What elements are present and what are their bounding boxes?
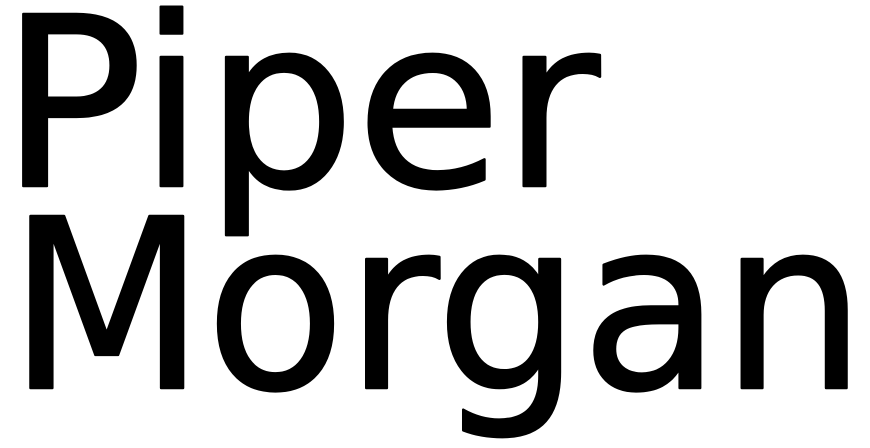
wordmark-line-morgan: Morgan xyxy=(8,169,866,444)
wordmark-line-piper: Piper xyxy=(0,0,601,242)
